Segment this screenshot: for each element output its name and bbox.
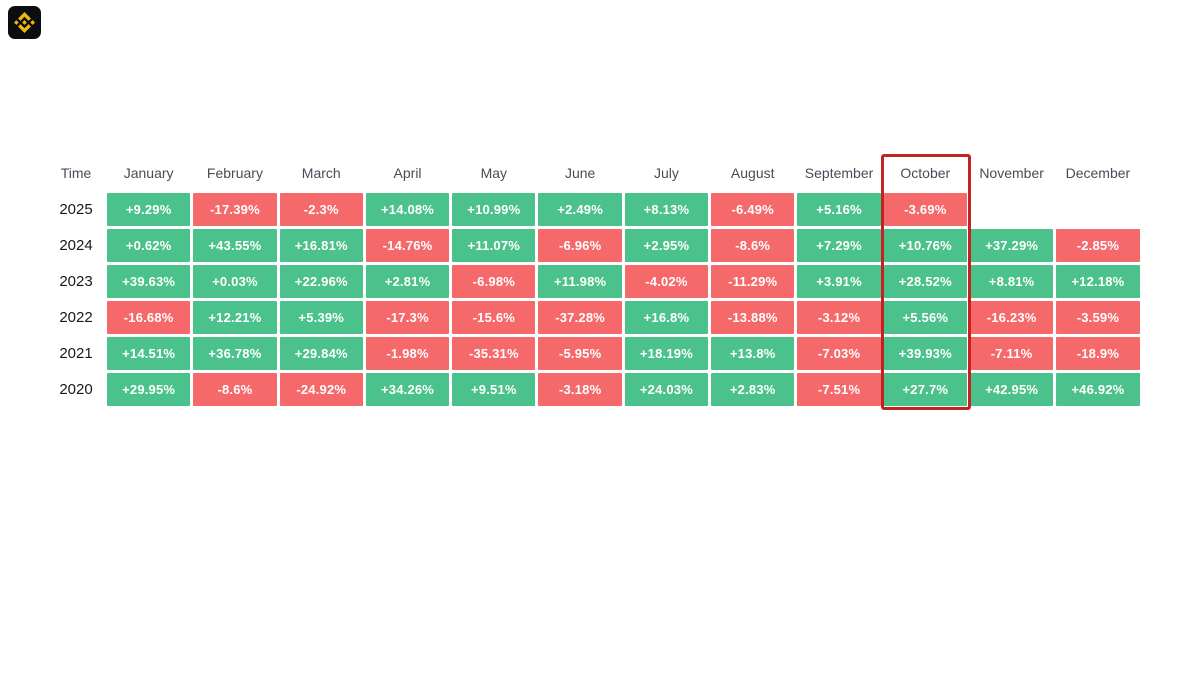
return-cell-2025-april: +14.08% bbox=[365, 193, 450, 226]
return-cell-2020-october: +27.7% bbox=[883, 373, 967, 406]
return-cell-2022-april: -17.3% bbox=[365, 301, 450, 334]
column-header-april: April bbox=[393, 164, 422, 181]
binance-diamond-icon bbox=[14, 12, 35, 33]
column-header-time: Time bbox=[60, 164, 92, 181]
return-cell-2025-november bbox=[970, 193, 1053, 226]
return-cell-2024-november: +37.29% bbox=[969, 229, 1054, 262]
return-cell-2024-october: +10.76% bbox=[883, 229, 967, 262]
return-cell-2022-march: +5.39% bbox=[279, 301, 363, 334]
column-header-july: July bbox=[653, 164, 679, 181]
row-label-2022: 2022 bbox=[59, 309, 93, 326]
return-cell-2024-march: +16.81% bbox=[279, 229, 363, 262]
return-cell-2021-october: +39.93% bbox=[883, 337, 967, 370]
return-cell-2022-september: -3.12% bbox=[797, 301, 881, 334]
return-cell-2025-february: -17.39% bbox=[193, 193, 277, 226]
return-cell-2023-june: +11.98% bbox=[538, 265, 622, 298]
column-header-august: August bbox=[730, 164, 775, 181]
return-cell-2020-february: -8.6% bbox=[193, 373, 277, 406]
return-cell-2020-may: +9.51% bbox=[452, 373, 536, 406]
column-header-january: January bbox=[123, 164, 174, 181]
row-label-2024: 2024 bbox=[59, 237, 93, 254]
return-cell-2022-august: -13.88% bbox=[711, 301, 795, 334]
row-label-2023: 2023 bbox=[59, 273, 93, 290]
return-cell-2022-december: -3.59% bbox=[1056, 301, 1140, 334]
return-cell-2023-january: +39.63% bbox=[107, 265, 191, 298]
return-cell-2020-december: +46.92% bbox=[1056, 373, 1140, 406]
monthly-returns-table: Time January February March April May June July… bbox=[48, 155, 1140, 406]
return-cell-2022-june: -37.28% bbox=[538, 301, 622, 334]
return-cell-2021-august: +13.8% bbox=[711, 337, 795, 370]
return-cell-2025-december bbox=[1056, 193, 1139, 226]
return-cell-2022-october: +5.56% bbox=[883, 301, 967, 334]
return-cell-2021-april: -1.98% bbox=[365, 337, 450, 370]
return-cell-2023-november: +8.81% bbox=[969, 265, 1054, 298]
return-cell-2022-may: -15.6% bbox=[452, 301, 536, 334]
return-cell-2025-october: -3.69% bbox=[883, 193, 967, 226]
return-cell-2020-june: -3.18% bbox=[538, 373, 622, 406]
column-header-october: October bbox=[900, 164, 951, 181]
return-cell-2020-january: +29.95% bbox=[107, 373, 191, 406]
return-cell-2024-january: +0.62% bbox=[107, 229, 191, 262]
return-cell-2020-august: +2.83% bbox=[711, 373, 795, 406]
return-cell-2024-may: +11.07% bbox=[452, 229, 536, 262]
return-cell-2022-november: -16.23% bbox=[969, 301, 1054, 334]
column-header-february: February bbox=[206, 164, 263, 181]
return-cell-2024-february: +43.55% bbox=[193, 229, 277, 262]
column-header-march: March bbox=[301, 164, 341, 181]
column-header-may: May bbox=[480, 164, 508, 181]
return-cell-2025-august: -6.49% bbox=[711, 193, 795, 226]
return-cell-2020-july: +24.03% bbox=[624, 373, 709, 406]
return-cell-2021-may: -35.31% bbox=[452, 337, 536, 370]
row-label-2025: 2025 bbox=[59, 201, 93, 218]
return-cell-2023-october: +28.52% bbox=[883, 265, 967, 298]
return-cell-2020-september: -7.51% bbox=[797, 373, 881, 406]
return-cell-2020-april: +34.26% bbox=[365, 373, 450, 406]
return-cell-2025-june: +2.49% bbox=[538, 193, 622, 226]
return-cell-2023-july: -4.02% bbox=[624, 265, 709, 298]
return-cell-2024-july: +2.95% bbox=[624, 229, 709, 262]
binance-logo bbox=[8, 6, 41, 39]
column-header-november: November bbox=[979, 164, 1044, 181]
return-cell-2024-september: +7.29% bbox=[797, 229, 881, 262]
return-cell-2022-january: -16.68% bbox=[107, 301, 191, 334]
return-cell-2025-march: -2.3% bbox=[279, 193, 363, 226]
return-cell-2023-april: +2.81% bbox=[365, 265, 450, 298]
row-label-2020: 2020 bbox=[59, 381, 93, 398]
return-cell-2020-november: +42.95% bbox=[969, 373, 1054, 406]
column-header-september: September bbox=[804, 164, 874, 181]
return-cell-2023-march: +22.96% bbox=[279, 265, 363, 298]
return-cell-2024-june: -6.96% bbox=[538, 229, 622, 262]
return-cell-2024-april: -14.76% bbox=[365, 229, 450, 262]
return-cell-2024-december: -2.85% bbox=[1056, 229, 1140, 262]
return-cell-2023-february: +0.03% bbox=[193, 265, 277, 298]
row-label-2021: 2021 bbox=[59, 345, 93, 362]
return-cell-2020-march: -24.92% bbox=[279, 373, 363, 406]
return-cell-2021-september: -7.03% bbox=[797, 337, 881, 370]
return-cell-2021-december: -18.9% bbox=[1056, 337, 1140, 370]
return-cell-2021-february: +36.78% bbox=[193, 337, 277, 370]
return-cell-2025-september: +5.16% bbox=[797, 193, 881, 226]
return-cell-2021-november: -7.11% bbox=[969, 337, 1054, 370]
return-cell-2023-december: +12.18% bbox=[1056, 265, 1140, 298]
return-cell-2025-july: +8.13% bbox=[624, 193, 709, 226]
return-cell-2022-february: +12.21% bbox=[193, 301, 277, 334]
return-cell-2023-september: +3.91% bbox=[797, 265, 881, 298]
column-header-june: June bbox=[564, 164, 596, 181]
return-cell-2021-july: +18.19% bbox=[624, 337, 709, 370]
return-cell-2024-august: -8.6% bbox=[711, 229, 795, 262]
return-cell-2023-august: -11.29% bbox=[711, 265, 795, 298]
return-cell-2025-january: +9.29% bbox=[107, 193, 191, 226]
return-cell-2021-june: -5.95% bbox=[538, 337, 622, 370]
column-header-december: December bbox=[1065, 164, 1131, 181]
return-cell-2022-july: +16.8% bbox=[624, 301, 709, 334]
return-cell-2023-may: -6.98% bbox=[452, 265, 536, 298]
return-cell-2025-may: +10.99% bbox=[452, 193, 536, 226]
return-cell-2021-january: +14.51% bbox=[107, 337, 191, 370]
return-cell-2021-march: +29.84% bbox=[279, 337, 363, 370]
